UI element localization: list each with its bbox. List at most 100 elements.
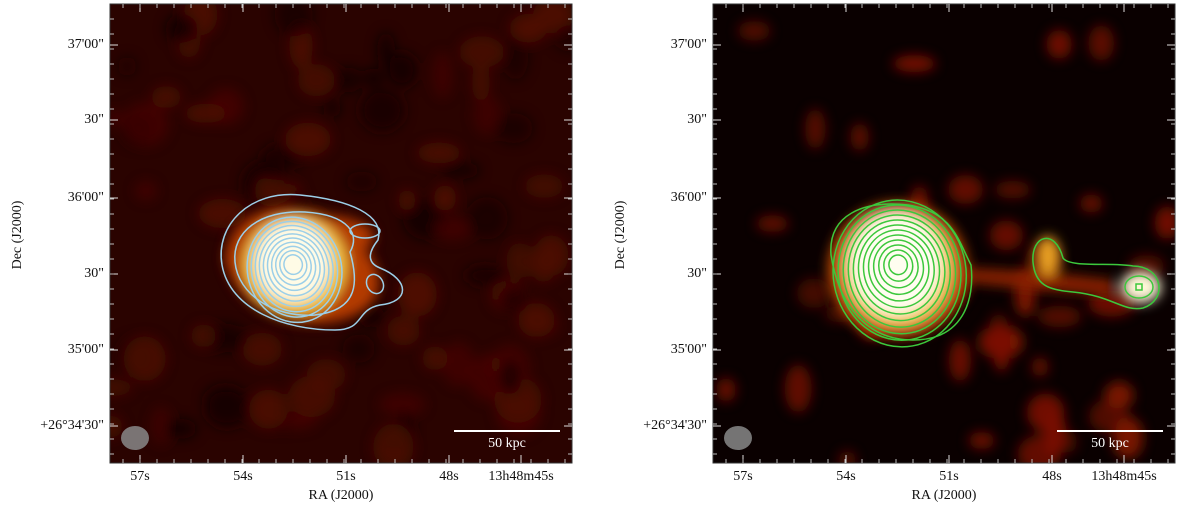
noise-blob [1037, 305, 1082, 328]
noise-blob [398, 189, 416, 212]
scale-bar-label: 50 kpc [1091, 436, 1129, 451]
y-axis-label: Dec (J2000) [10, 200, 25, 269]
contour [220, 193, 404, 331]
contour [883, 249, 914, 282]
noise-blob [1079, 194, 1103, 213]
contour [1124, 275, 1154, 299]
noise-blob [1046, 29, 1072, 59]
x-axis-label: RA (J2000) [912, 488, 977, 503]
noise-blob [151, 85, 182, 109]
noise-blob [468, 353, 509, 401]
noise-blob [949, 339, 971, 382]
noise-blob [530, 247, 557, 283]
x-tick-label: 57s [733, 469, 752, 484]
noise-blob [466, 197, 508, 240]
noise-blob [164, 418, 197, 439]
noise-blob [386, 52, 418, 88]
noise-blob [737, 20, 771, 41]
x-tick-label: 57s [130, 469, 149, 484]
noise-blob [117, 56, 137, 77]
noise-blob [1104, 381, 1134, 410]
contour [1032, 237, 1160, 310]
contour [878, 244, 919, 289]
noise-blob [262, 143, 285, 181]
noise-blob [1088, 25, 1115, 61]
emission [963, 268, 1113, 296]
noise-blob [379, 393, 425, 416]
contour [852, 219, 946, 322]
contour [872, 239, 925, 296]
noise-blob [498, 360, 522, 395]
noise-blob [506, 242, 534, 279]
noise-blob [275, 412, 317, 430]
beam [724, 426, 752, 450]
y-tick-label: +26°34'30" [643, 418, 707, 433]
x-tick-label: 13h48m45s [488, 469, 553, 484]
noise-blob [459, 36, 505, 69]
noise-blob [716, 378, 736, 402]
contour [254, 224, 334, 313]
noise-blob [358, 304, 384, 328]
noise-blob [494, 113, 533, 144]
contour [1135, 283, 1143, 291]
contour [847, 214, 951, 328]
contours [220, 193, 404, 331]
y-tick-label: 30" [687, 266, 707, 281]
y-tick-label: 30" [84, 266, 104, 281]
x-tick-label: 54s [836, 469, 855, 484]
noise-blob [784, 364, 812, 413]
contour [266, 237, 321, 297]
noise-blob [433, 185, 457, 212]
y-tick-label: 37'00" [68, 37, 104, 52]
axes-frame [712, 3, 1176, 464]
contour [837, 204, 962, 342]
contour [274, 245, 312, 286]
x-tick-label: 48s [1042, 469, 1061, 484]
y-tick-label: 35'00" [671, 342, 707, 357]
image-panel [713, 4, 1175, 463]
noise-blob [208, 88, 244, 125]
noise-blob [191, 324, 217, 348]
noise-blob [205, 389, 249, 428]
emission [1121, 271, 1161, 303]
contour [234, 211, 356, 316]
noise-blob [524, 174, 564, 199]
noise-blob [838, 450, 856, 463]
contour [279, 249, 308, 281]
noise-blob [135, 181, 157, 200]
noise-blob [284, 122, 331, 157]
contour [250, 220, 339, 318]
contour [867, 234, 930, 302]
noise-blob [994, 180, 1031, 199]
noise-blob [422, 346, 448, 371]
source [828, 202, 1161, 338]
noise-blob [110, 415, 123, 438]
noise-blob [442, 342, 475, 387]
noise-blob [948, 175, 984, 205]
noise-blob [165, 14, 198, 43]
noise-blob [110, 109, 125, 126]
noise-blob [386, 315, 421, 346]
noise-blob [850, 123, 869, 151]
image-panel [110, 4, 572, 463]
axes-frame [109, 3, 573, 464]
y-tick-label: 35'00" [68, 342, 104, 357]
noise-blob [805, 108, 826, 150]
x-tick-label: 54s [233, 469, 252, 484]
noise-blob [1042, 410, 1067, 458]
noise-blob [432, 51, 453, 99]
noise-blob [417, 142, 461, 164]
noise-blob [465, 265, 506, 286]
y-tick-label: 36'00" [671, 190, 707, 205]
noise-blob [122, 102, 169, 147]
contour [270, 241, 317, 292]
contour [258, 228, 330, 308]
noise-blob [471, 62, 490, 103]
y-tick-label: 30" [84, 112, 104, 127]
y-tick-label: 36'00" [68, 190, 104, 205]
contour [365, 273, 385, 295]
x-tick-label: 51s [939, 469, 958, 484]
noise-blob [362, 68, 386, 89]
noise-blob [397, 272, 437, 317]
